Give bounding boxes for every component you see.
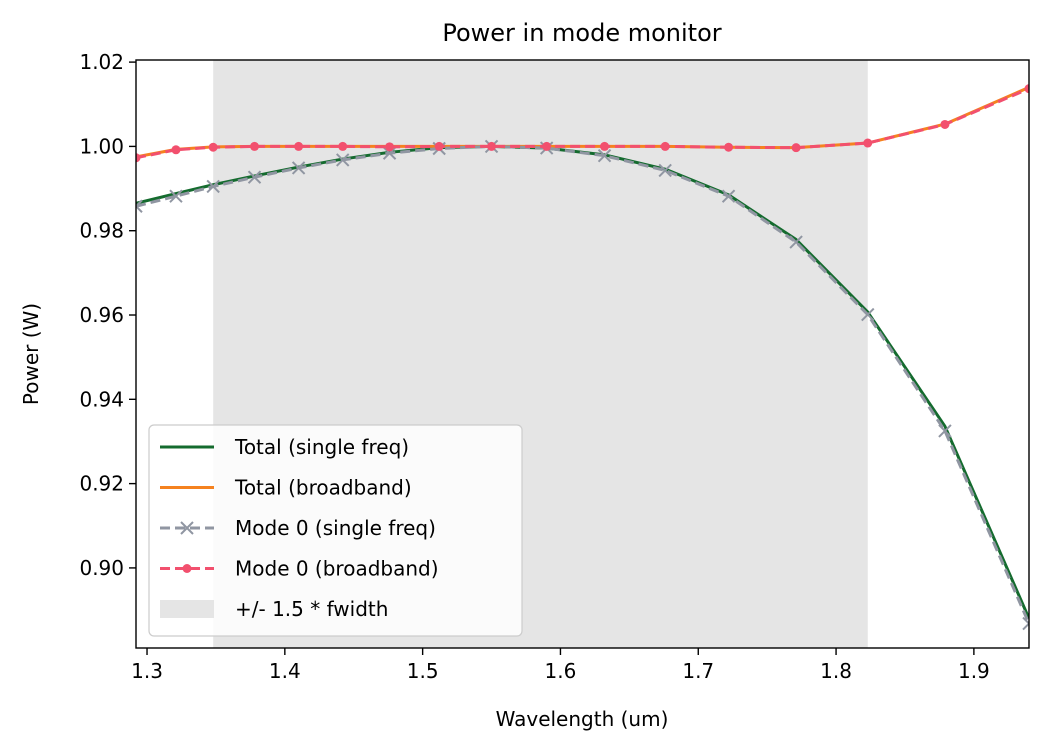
point-marker	[1022, 616, 1029, 631]
point-marker	[338, 141, 348, 151]
point-marker	[136, 199, 143, 213]
x-tick-label: 1.6	[545, 659, 577, 683]
point-marker	[487, 141, 497, 151]
point-marker	[291, 161, 306, 175]
y-axis: 0.90 0.92 0.94 0.96 0.98 1.00 1.02	[79, 50, 136, 580]
legend-label: Mode 0 (broadband)	[235, 557, 439, 581]
legend-item: +/- 1.5 * fwidth	[160, 597, 388, 621]
point-marker	[863, 138, 873, 148]
x-tick-label: 1.3	[131, 659, 163, 683]
point-marker	[169, 189, 183, 203]
point-marker	[938, 424, 952, 438]
legend-label: Total (broadband)	[234, 476, 412, 500]
series-layer	[136, 84, 1029, 631]
x-axis: 1.3 1.4 1.5 1.6 1.7 1.8 1.9	[131, 648, 990, 683]
y-tick-label: 0.98	[79, 219, 124, 243]
x-tick-label: 1.5	[407, 659, 439, 683]
legend-marker	[180, 521, 194, 535]
legend-marker	[182, 564, 192, 573]
point-marker	[136, 153, 141, 163]
point-marker	[721, 189, 736, 203]
series-3	[136, 84, 1029, 163]
y-tick-label: 0.90	[79, 556, 124, 580]
point-marker	[206, 179, 220, 194]
x-axis-label: Wavelength (um)	[496, 707, 669, 731]
y-axis-label: Power (W)	[19, 303, 43, 405]
point-marker	[382, 146, 397, 160]
legend-swatch	[160, 600, 214, 618]
point-marker	[861, 307, 875, 322]
x-tick-label: 1.8	[820, 659, 852, 683]
y-tick-label: 0.92	[79, 472, 124, 496]
chart-title: Power in mode monitor	[442, 19, 721, 47]
legend-label: Total (single freq)	[234, 435, 409, 459]
x-tick-label: 1.4	[269, 659, 301, 683]
plot-frame	[135, 59, 1030, 649]
point-marker	[600, 141, 610, 151]
x-tick-label: 1.7	[682, 659, 714, 683]
legend-item: Total (single freq)	[160, 435, 409, 459]
point-marker	[789, 235, 803, 249]
series-line-3	[136, 87, 1029, 160]
point-marker	[171, 145, 181, 155]
legend: Total (single freq) Total (broadband) Mode…	[148, 424, 523, 637]
legend-box	[148, 424, 523, 637]
point-marker	[1024, 84, 1029, 94]
legend-item: Mode 0 (broadband)	[160, 557, 439, 581]
point-marker	[724, 142, 734, 152]
legend-label: +/- 1.5 * fwidth	[235, 597, 388, 621]
point-marker	[940, 119, 950, 129]
y-tick-label: 1.00	[79, 134, 124, 158]
point-marker	[247, 170, 262, 184]
point-marker	[791, 143, 801, 153]
y-tick-label: 0.94	[79, 387, 124, 411]
y-tick-label: 0.96	[79, 303, 124, 327]
legend-item: Total (broadband)	[160, 476, 412, 500]
point-marker	[208, 142, 218, 152]
point-marker	[542, 141, 552, 151]
legend-item: Mode 0 (single freq)	[160, 516, 436, 540]
point-marker	[434, 141, 444, 151]
legend-label: Mode 0 (single freq)	[235, 516, 436, 540]
point-marker	[294, 141, 304, 151]
x-tick-label: 1.9	[958, 659, 990, 683]
point-marker	[658, 163, 672, 178]
point-marker	[336, 153, 350, 167]
y-tick-label: 1.02	[79, 50, 124, 74]
point-marker	[250, 141, 260, 151]
point-marker	[660, 141, 670, 151]
point-marker	[385, 142, 395, 152]
point-marker	[597, 148, 612, 163]
